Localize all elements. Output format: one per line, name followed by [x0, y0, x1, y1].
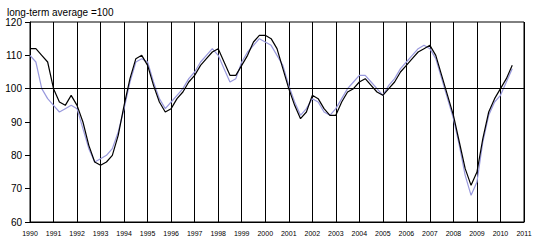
svg-text:2010: 2010 — [493, 230, 509, 237]
svg-text:2000: 2000 — [257, 230, 273, 237]
svg-text:1992: 1992 — [69, 230, 85, 237]
svg-text:2002: 2002 — [304, 230, 320, 237]
svg-text:80: 80 — [11, 150, 23, 161]
svg-text:1998: 1998 — [210, 230, 226, 237]
svg-text:70: 70 — [11, 183, 23, 194]
svg-text:60: 60 — [11, 217, 23, 228]
svg-text:2001: 2001 — [281, 230, 297, 237]
svg-text:2011: 2011 — [516, 230, 531, 237]
svg-text:100: 100 — [5, 83, 22, 94]
svg-text:long-term average =100: long-term average =100 — [7, 7, 114, 18]
svg-text:2003: 2003 — [328, 230, 344, 237]
svg-text:1995: 1995 — [140, 230, 156, 237]
svg-text:2009: 2009 — [469, 230, 485, 237]
svg-text:2008: 2008 — [446, 230, 462, 237]
svg-text:1999: 1999 — [234, 230, 250, 237]
svg-text:120: 120 — [5, 17, 22, 28]
svg-text:2005: 2005 — [375, 230, 391, 237]
svg-text:2004: 2004 — [352, 230, 368, 237]
svg-text:110: 110 — [6, 50, 22, 61]
svg-text:90: 90 — [11, 117, 23, 128]
svg-text:2007: 2007 — [422, 230, 438, 237]
svg-text:1993: 1993 — [93, 230, 109, 237]
svg-text:1994: 1994 — [116, 230, 132, 237]
svg-text:1991: 1991 — [46, 230, 62, 237]
svg-text:2006: 2006 — [399, 230, 415, 237]
svg-text:1997: 1997 — [187, 230, 203, 237]
svg-text:1990: 1990 — [22, 230, 38, 237]
svg-text:1996: 1996 — [163, 230, 179, 237]
